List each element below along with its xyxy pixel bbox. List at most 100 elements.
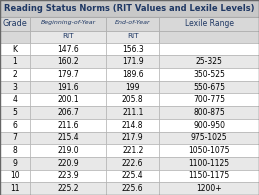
Text: 1200+: 1200+ xyxy=(196,184,222,193)
Bar xyxy=(30,93,106,106)
Bar xyxy=(159,132,259,144)
Bar xyxy=(30,17,106,31)
Bar xyxy=(30,157,106,170)
Bar xyxy=(159,81,259,93)
Text: 223.9: 223.9 xyxy=(57,171,79,180)
Text: 215.4: 215.4 xyxy=(57,133,79,142)
Text: 225.2: 225.2 xyxy=(57,184,79,193)
Bar xyxy=(159,55,259,68)
Text: 219.0: 219.0 xyxy=(57,146,79,155)
Text: Grade: Grade xyxy=(3,19,27,28)
Bar xyxy=(159,144,259,157)
Text: End-of-Year: End-of-Year xyxy=(115,20,150,25)
Bar xyxy=(159,17,259,31)
Bar xyxy=(0,144,30,157)
Bar xyxy=(30,106,106,119)
Text: 2: 2 xyxy=(12,70,17,79)
Bar xyxy=(106,55,159,68)
Text: 191.6: 191.6 xyxy=(57,83,79,92)
Bar xyxy=(106,132,159,144)
Bar xyxy=(30,55,106,68)
Text: 225.4: 225.4 xyxy=(122,171,143,180)
Bar xyxy=(0,93,30,106)
Bar xyxy=(30,68,106,81)
Text: 900-950: 900-950 xyxy=(193,121,225,130)
Bar xyxy=(106,93,159,106)
Text: 225.6: 225.6 xyxy=(122,184,143,193)
Text: 1100-1125: 1100-1125 xyxy=(189,159,230,168)
Text: 6: 6 xyxy=(12,121,17,130)
Bar xyxy=(106,170,159,182)
Text: 350-525: 350-525 xyxy=(193,70,225,79)
Text: Reading Status Norms (RIT Values and Lexile Levels): Reading Status Norms (RIT Values and Lex… xyxy=(4,4,255,13)
Bar xyxy=(0,68,30,81)
Bar xyxy=(159,68,259,81)
Bar xyxy=(30,31,106,43)
Text: RIT: RIT xyxy=(62,33,74,39)
Bar xyxy=(30,182,106,195)
Bar xyxy=(0,0,259,17)
Text: 8: 8 xyxy=(12,146,17,155)
Bar xyxy=(106,81,159,93)
Text: 10: 10 xyxy=(10,171,20,180)
Bar xyxy=(30,144,106,157)
Text: Lexile Range: Lexile Range xyxy=(185,19,234,28)
Bar xyxy=(0,132,30,144)
Text: RIT: RIT xyxy=(127,33,139,39)
Bar xyxy=(106,43,159,55)
Text: 211.6: 211.6 xyxy=(57,121,79,130)
Text: 189.6: 189.6 xyxy=(122,70,143,79)
Bar xyxy=(159,119,259,132)
Text: 9: 9 xyxy=(12,159,17,168)
Bar xyxy=(159,157,259,170)
Text: 200.1: 200.1 xyxy=(57,95,79,104)
Text: 1150-1175: 1150-1175 xyxy=(189,171,230,180)
Bar xyxy=(106,17,159,31)
Text: 214.8: 214.8 xyxy=(122,121,143,130)
Text: 156.3: 156.3 xyxy=(122,44,143,54)
Text: 975-1025: 975-1025 xyxy=(191,133,227,142)
Bar xyxy=(159,43,259,55)
Bar xyxy=(0,119,30,132)
Text: K: K xyxy=(12,44,17,54)
Text: 147.6: 147.6 xyxy=(57,44,79,54)
Bar xyxy=(159,182,259,195)
Bar xyxy=(30,81,106,93)
Bar xyxy=(159,170,259,182)
Bar xyxy=(0,43,30,55)
Text: 160.2: 160.2 xyxy=(57,57,79,66)
Bar xyxy=(0,17,30,31)
Text: 211.1: 211.1 xyxy=(122,108,143,117)
Text: 222.6: 222.6 xyxy=(122,159,143,168)
Bar xyxy=(0,106,30,119)
Text: 1050-1075: 1050-1075 xyxy=(188,146,230,155)
Bar xyxy=(106,182,159,195)
Text: 7: 7 xyxy=(12,133,17,142)
Bar xyxy=(0,170,30,182)
Text: 11: 11 xyxy=(10,184,20,193)
Bar xyxy=(159,31,259,43)
Bar xyxy=(106,31,159,43)
Bar xyxy=(106,119,159,132)
Bar xyxy=(0,157,30,170)
Text: 220.9: 220.9 xyxy=(57,159,79,168)
Bar xyxy=(0,182,30,195)
Text: 700-775: 700-775 xyxy=(193,95,225,104)
Text: 171.9: 171.9 xyxy=(122,57,143,66)
Text: 205.8: 205.8 xyxy=(122,95,143,104)
Bar xyxy=(106,68,159,81)
Text: 179.7: 179.7 xyxy=(57,70,79,79)
Text: 221.2: 221.2 xyxy=(122,146,143,155)
Bar xyxy=(30,170,106,182)
Text: 5: 5 xyxy=(12,108,17,117)
Text: 800-875: 800-875 xyxy=(193,108,225,117)
Text: 206.7: 206.7 xyxy=(57,108,79,117)
Bar xyxy=(159,93,259,106)
Bar xyxy=(159,106,259,119)
Bar xyxy=(106,144,159,157)
Bar xyxy=(30,43,106,55)
Bar xyxy=(0,31,30,43)
Text: 3: 3 xyxy=(12,83,17,92)
Bar xyxy=(30,132,106,144)
Bar xyxy=(30,119,106,132)
